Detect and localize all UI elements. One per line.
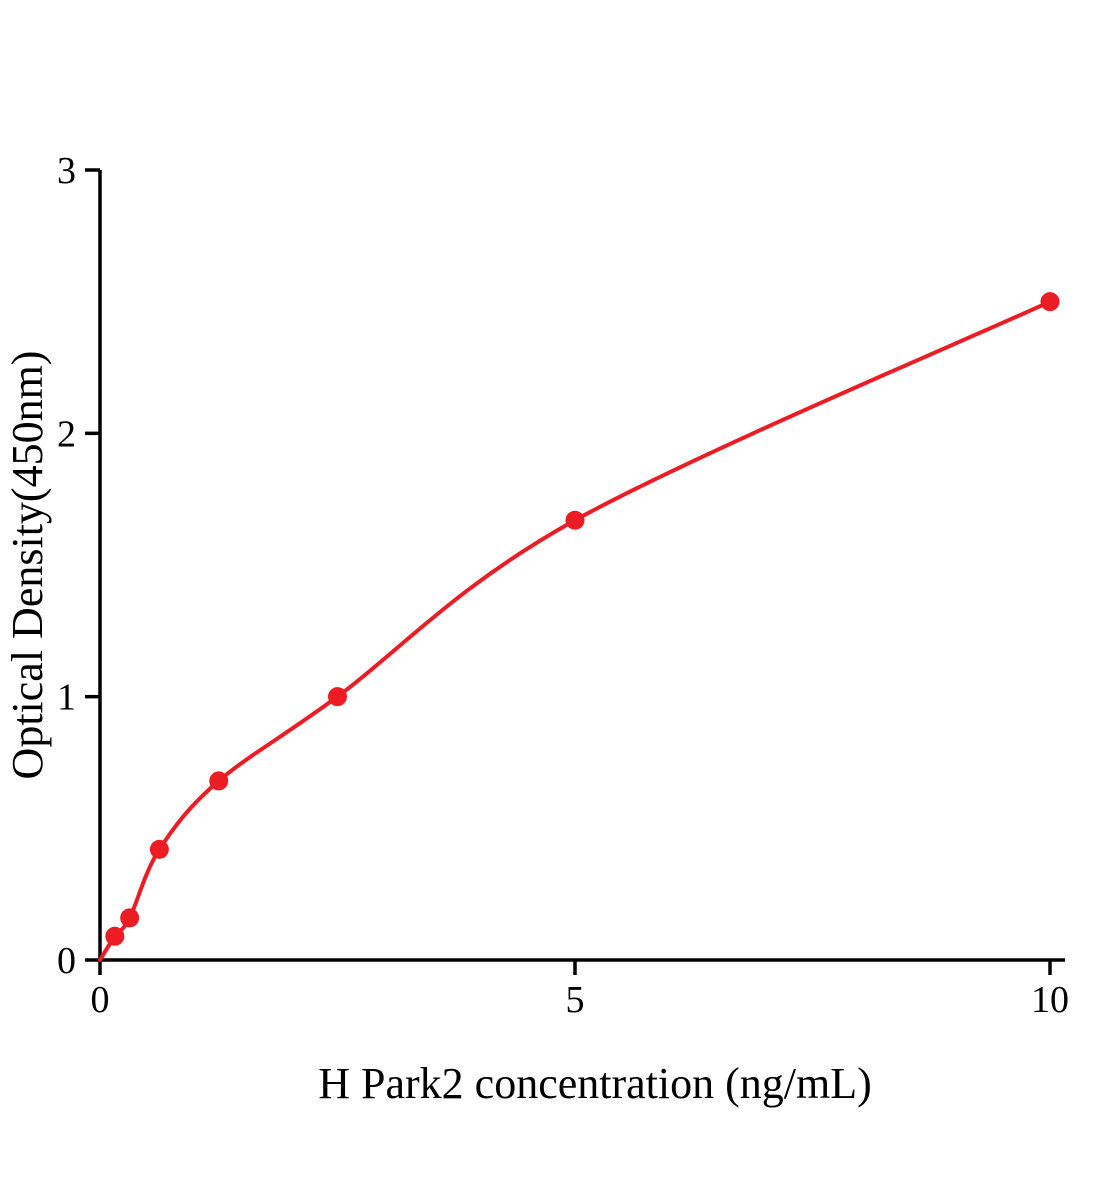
data-point (328, 687, 347, 707)
y-tick-label: 0 (57, 940, 76, 982)
data-point (120, 908, 140, 928)
y-tick-label: 3 (57, 150, 76, 192)
data-point (149, 839, 169, 859)
data-point (565, 510, 585, 530)
x-tick-label: 0 (91, 979, 110, 1021)
data-point (105, 926, 125, 946)
y-tick-label: 1 (57, 677, 76, 719)
data-point (1040, 292, 1060, 312)
x-tick-label: 10 (1031, 979, 1069, 1021)
x-tick-label: 5 (566, 979, 585, 1021)
data-point (209, 771, 229, 791)
x-axis-label: H Park2 concentration (ng/mL) (318, 1059, 872, 1108)
y-axis-label: Optical Density(450nm) (3, 351, 52, 780)
y-tick-label: 2 (57, 413, 76, 455)
fitted-curve (98, 299, 1052, 962)
